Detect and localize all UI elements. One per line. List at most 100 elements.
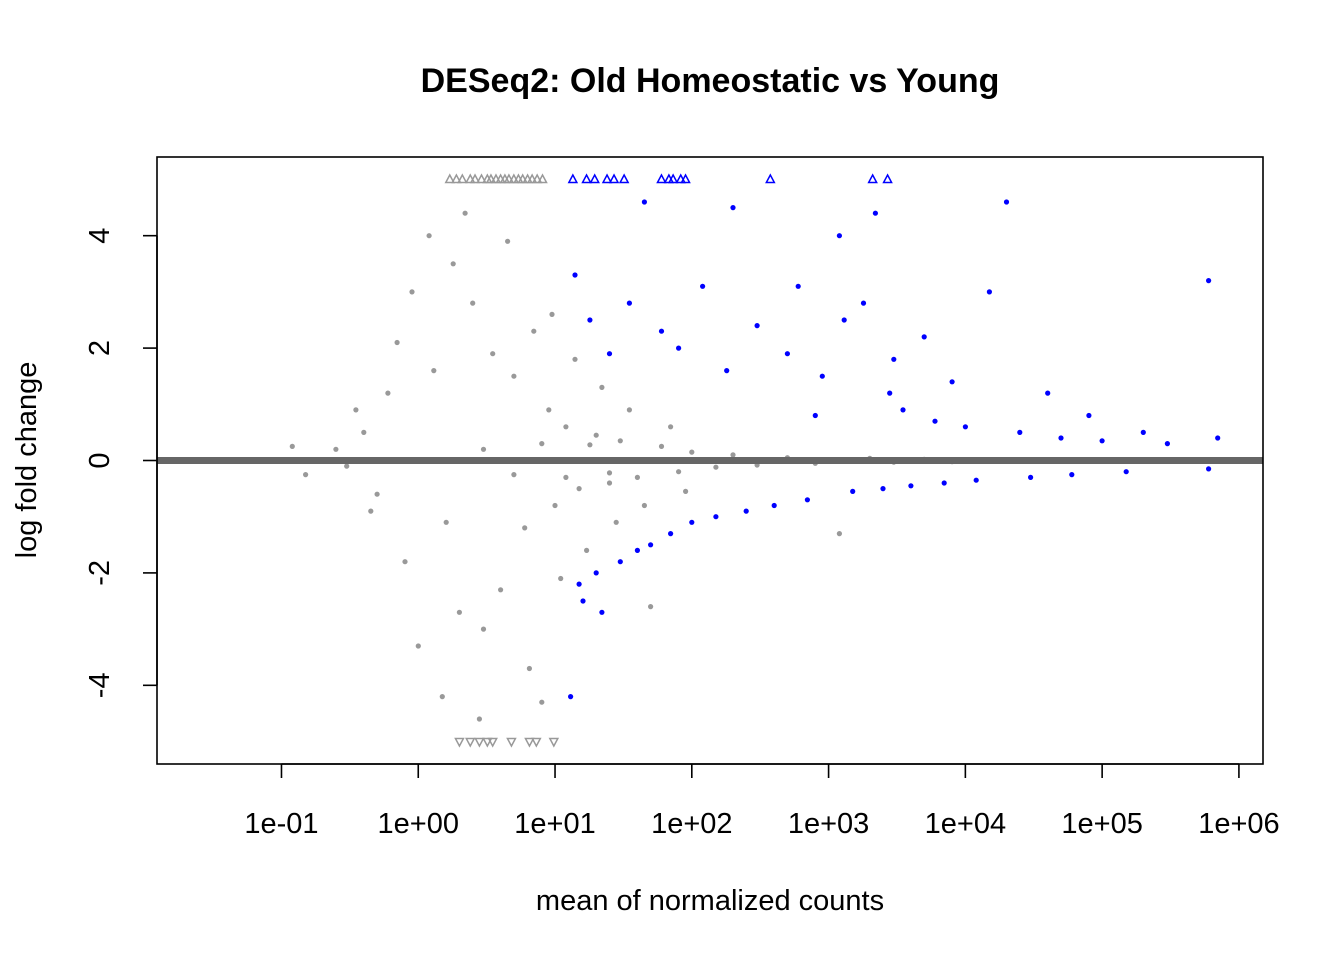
x-axis-label: mean of normalized counts [536,885,884,917]
point [563,424,569,430]
out-of-range-down-marker [548,737,560,748]
significant-point [587,317,593,323]
point [606,470,613,476]
significant-point [973,477,979,483]
point [480,446,487,452]
out-of-range-up-marker [537,173,548,184]
out-of-range-down-marker [474,737,485,748]
point [713,464,719,470]
point [668,424,674,430]
y-axis-label: log fold change [11,362,43,559]
point [450,261,456,267]
significant-point [932,418,938,424]
point [409,289,415,295]
significant-point [872,210,879,216]
out-of-range-up-marker [567,173,579,184]
x-tick-label: 1e+03 [788,808,869,840]
significant-point [1215,435,1221,441]
significant-point [1123,469,1129,475]
point [385,390,391,396]
significant-point [580,598,586,604]
significant-point [713,514,719,520]
significant-point [908,483,914,489]
significant-point [568,694,574,700]
point [344,463,350,469]
out-of-range-up-marker [656,173,667,184]
point [402,559,408,565]
point [593,432,599,438]
significant-point [626,300,633,306]
significant-point [572,272,578,278]
significant-point [1028,474,1034,480]
significant-point [1206,278,1212,284]
point [730,452,736,458]
y-tick-label: -4 [84,672,116,698]
significant-point [1206,466,1212,472]
significant-point [617,559,623,565]
out-of-range-up-marker [589,173,600,184]
point [572,356,578,362]
significant-point [804,497,811,503]
point [658,443,665,449]
point [613,519,619,525]
out-of-range-up-marker [581,173,592,184]
x-tick-label: 1e-01 [244,808,318,840]
point [353,407,359,413]
point [498,587,504,593]
significant-point [986,289,993,295]
out-of-range-down-marker [531,737,542,748]
point [490,351,496,357]
x-tick-label: 1e+01 [514,808,595,840]
point [431,368,437,374]
point [511,472,517,478]
significant-point [900,407,906,413]
significant-point [668,531,674,537]
significant-point [754,323,760,329]
point [456,609,462,615]
point [641,502,648,509]
out-of-range-up-marker [485,173,497,184]
out-of-range-markers [444,173,893,748]
point [539,699,545,705]
x-tick-label: 1e+00 [378,808,459,840]
point [626,407,633,413]
significant-point [606,351,613,357]
point [617,438,623,444]
significant-point [1069,472,1075,478]
point [599,384,605,390]
significant-point [1099,438,1105,444]
point [552,502,558,509]
point [648,604,654,610]
significant-point [676,345,682,351]
significant-point [689,519,695,525]
significant-point [949,379,955,385]
point [361,429,367,435]
point [689,449,695,455]
significant-point [841,317,847,323]
point [531,328,537,334]
point [526,665,533,672]
out-of-range-up-marker [457,173,468,184]
point [546,407,552,413]
point [505,238,511,244]
point [576,486,582,492]
significant-point [795,283,801,289]
significant-point [941,480,947,486]
significant-point [1140,429,1146,435]
point [836,531,843,537]
significant-point [700,283,706,289]
point [522,525,528,531]
significant-point [819,373,825,379]
x-tick-label: 1e+05 [1061,808,1142,840]
point [333,446,339,452]
out-of-range-down-marker [487,737,498,748]
out-of-range-up-marker [680,173,691,184]
x-tick-label: 1e+02 [651,808,732,840]
out-of-range-up-marker [867,173,878,184]
significant-point [658,328,665,334]
significant-point [887,390,893,396]
point [558,575,564,582]
out-of-range-up-marker [444,173,456,184]
significant-point [730,205,736,211]
